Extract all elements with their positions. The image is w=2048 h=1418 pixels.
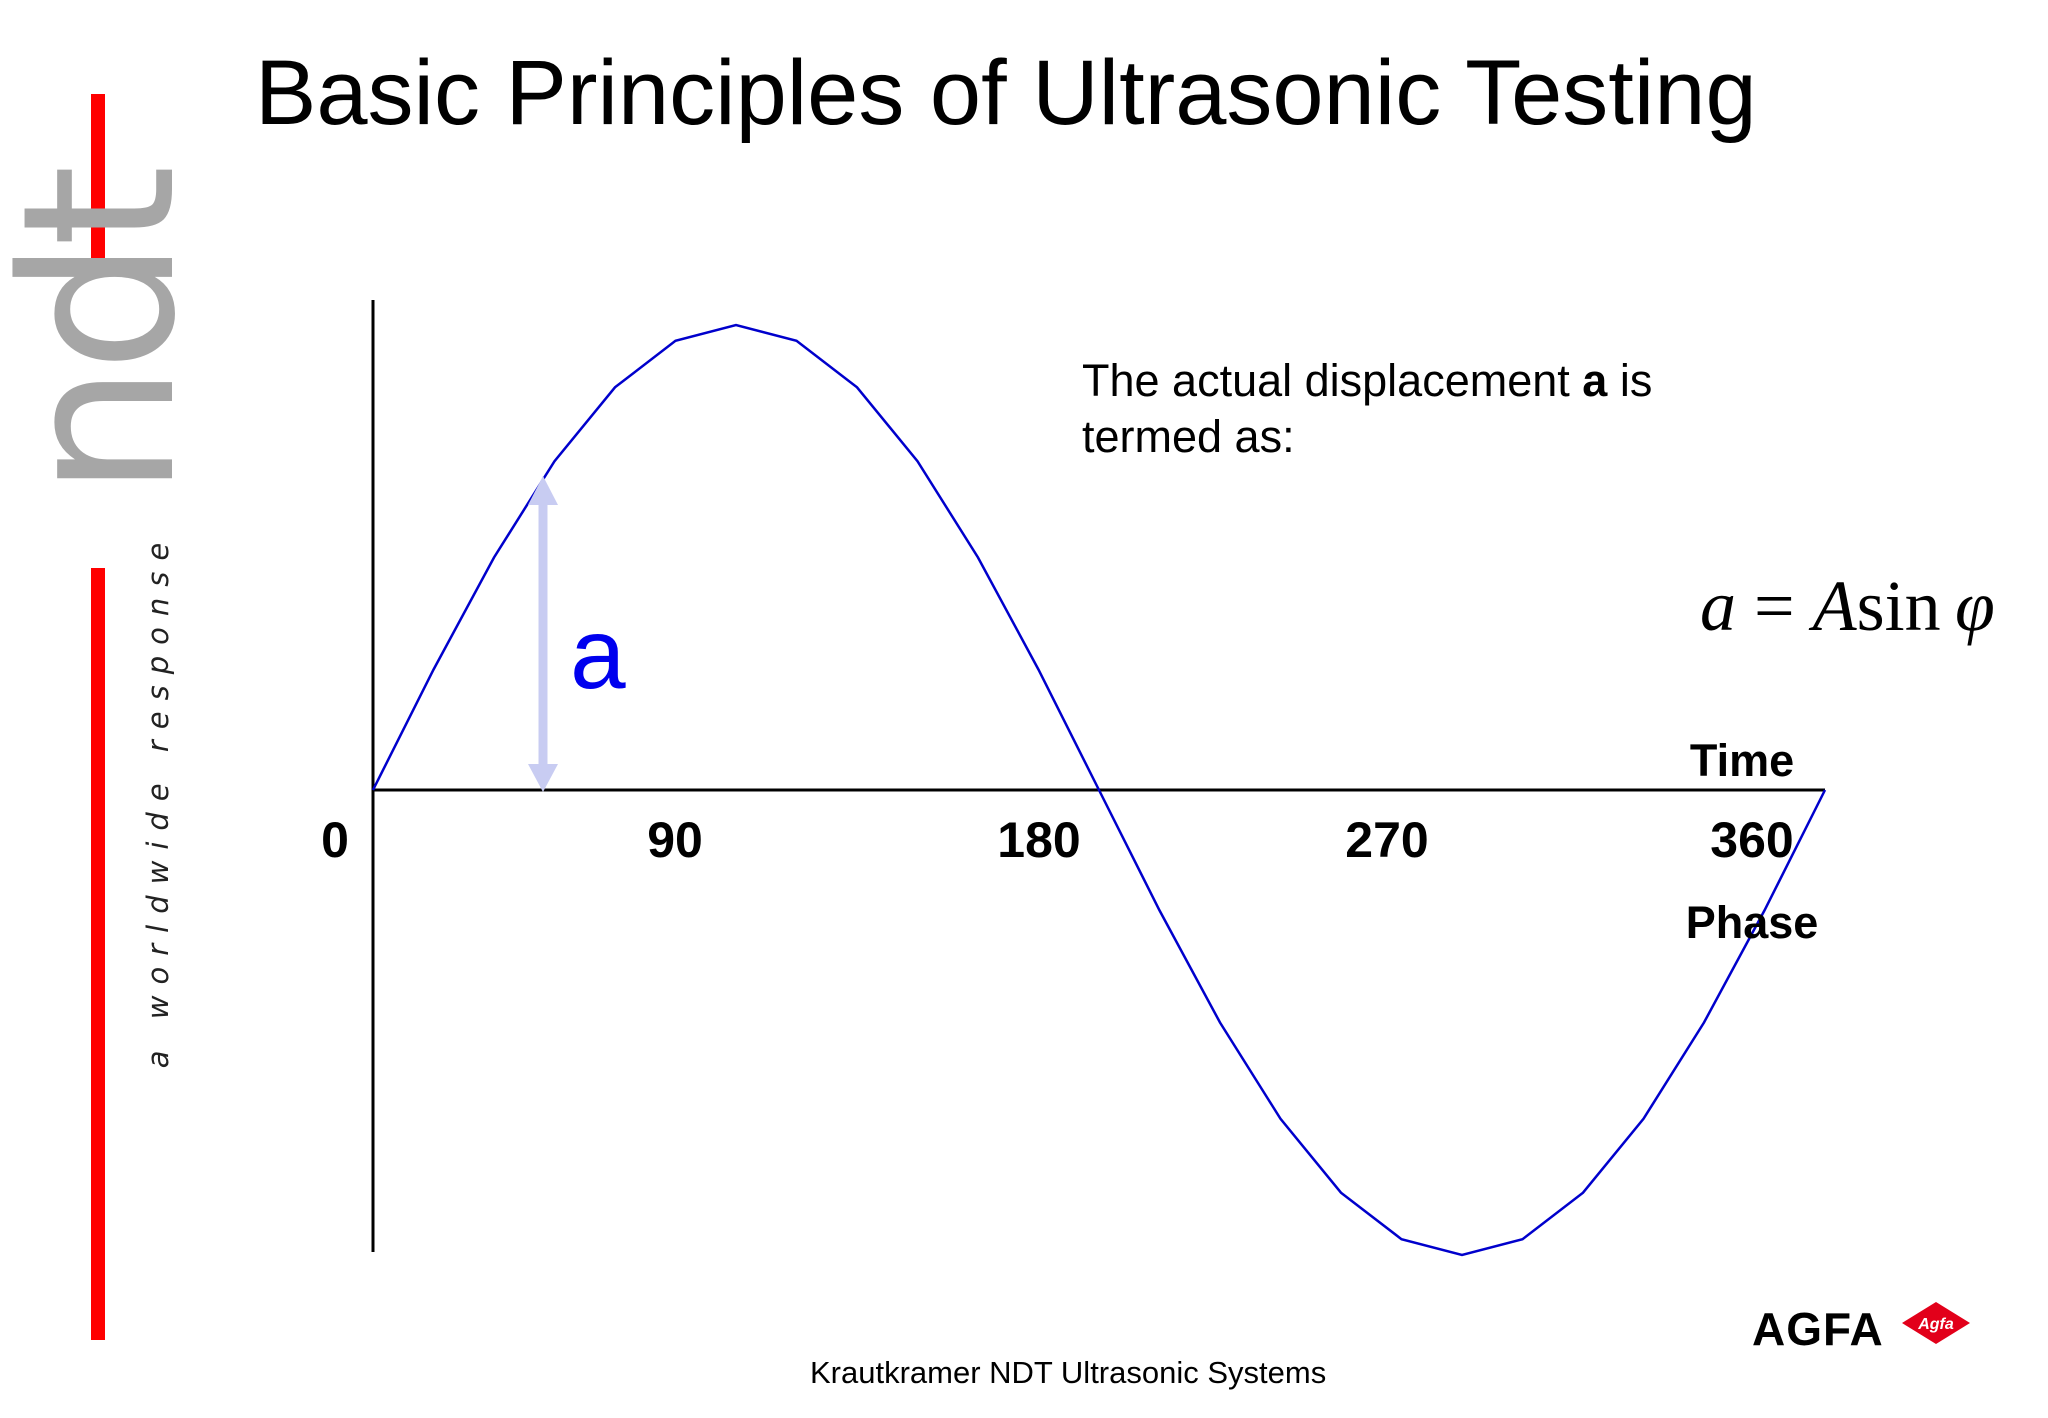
logo-bar-bottom (91, 568, 105, 1340)
tick-label-360: 360 (1710, 812, 1793, 868)
displacement-description: The actual displacement a is termed as: (1082, 353, 1762, 465)
agfa-logo-icon: Agfa (1902, 1302, 1970, 1344)
formula-equals: = (1736, 566, 1813, 646)
sine-wave (371, 323, 1827, 1257)
displacement-arrow-bottom-head (528, 764, 558, 792)
description-suffix: is (1607, 355, 1653, 406)
displacement-formula: a = Asin φ (1700, 565, 1995, 648)
agfa-logo-mark-text: Agfa (1917, 1316, 1954, 1333)
logo-bar-top (91, 94, 105, 262)
displacement-arrow (528, 476, 558, 792)
displacement-label: a (570, 598, 626, 710)
tick-label-90: 90 (647, 812, 703, 868)
tick-label-180: 180 (997, 812, 1080, 868)
formula-amplitude: A (1812, 566, 1857, 646)
displacement-arrow-top-head (528, 476, 558, 505)
formula-lhs: a (1700, 566, 1736, 646)
formula-sin: sin (1856, 566, 1941, 646)
formula-phase: φ (1955, 566, 1995, 646)
tick-label-270: 270 (1345, 812, 1428, 868)
description-prefix: The actual displacement (1082, 355, 1583, 406)
description-term: a (1582, 355, 1608, 406)
tick-label-0: 0 (321, 812, 349, 868)
phase-axis-label: Phase (1686, 897, 1819, 948)
footer-text: Krautkramer NDT Ultrasonic Systems (810, 1355, 1327, 1390)
agfa-logo-diamond (1902, 1302, 1970, 1344)
description-line2: termed as: (1082, 411, 1295, 462)
time-axis-label: Time (1690, 735, 1794, 786)
slide-title: Basic Principles of Ultrasonic Testing (255, 42, 1757, 144)
agfa-brand-name: AGFA (1752, 1303, 1884, 1355)
